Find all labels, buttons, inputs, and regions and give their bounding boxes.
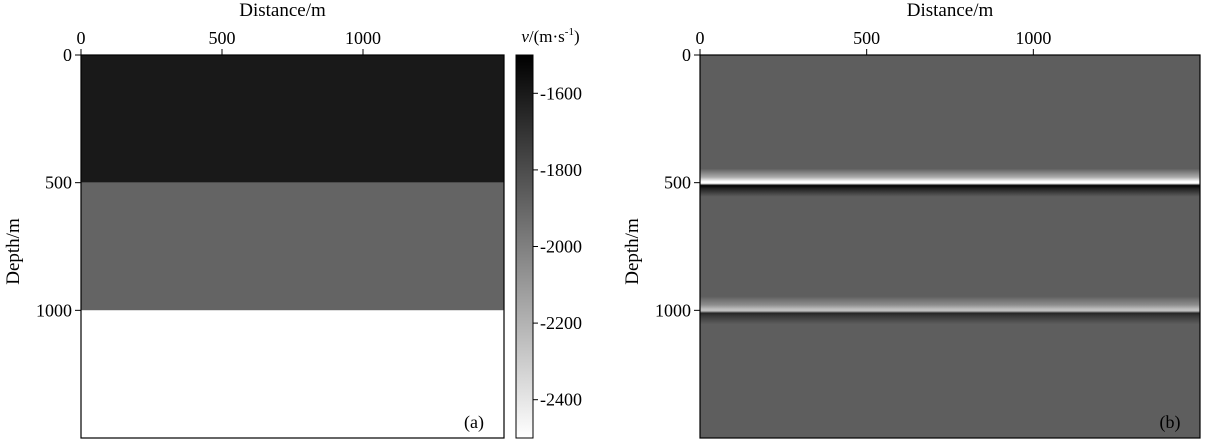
colorbar-gradient [515,54,534,439]
a-y-tick-label: 500 [45,173,72,193]
panel-b-image [700,55,1200,438]
colorbar-tick-label: -2400 [540,390,582,410]
colorbar-title-close: ) [574,27,580,46]
panel-b-label: (b) [1160,412,1181,433]
b-x-tick-label: 500 [853,28,880,48]
panel-a-y-axis-label: Depth/m [3,218,24,285]
b-y-tick-label: 500 [664,173,691,193]
colorbar-title: v/(m·s-1) [521,26,579,46]
a-x-tick-label: 1000 [345,28,381,48]
panel-a-x-axis-label: Distance/m [239,0,326,21]
panel-a-label: (a) [464,412,484,433]
colorbar-tick-label: -2000 [540,237,582,257]
panel-b-frame [699,54,1201,439]
b-y-tick-label: 1000 [655,300,691,320]
b-x-tick-label: 0 [696,28,705,48]
colorbar-tick-label: -1600 [540,83,582,103]
panel-a: 0 500 1000 0 500 1000 Distance/m Depth/m (a) [3,0,505,439]
colorbar-title-sup: -1 [565,26,574,38]
colorbar-title-var: v [521,27,529,46]
b-y-tick-label: 0 [682,45,691,65]
velocity-layer-2 [81,182,504,311]
colorbar: -1600 -1800 -2000 -2200 -2400 v/(m·s-1) [515,26,582,439]
colorbar-tick-label: -2200 [540,313,582,333]
colorbar-tick-label: -1800 [540,160,582,180]
panel-b-y-axis-label: Depth/m [622,218,643,285]
panel-b-x-axis-label: Distance/m [907,0,994,21]
velocity-layer-3 [81,310,504,438]
reflector-2 [700,296,1200,325]
a-x-tick-label: 0 [77,28,86,48]
panel-a-ticks: 0 500 1000 0 500 1000 [36,28,381,320]
b-x-tick-label: 1000 [1015,28,1051,48]
panel-a-image [81,55,504,438]
colorbar-title-unit: /(m·s [529,27,565,46]
colorbar-ticks: -1600 -1800 -2000 -2200 -2400 [533,83,582,410]
panel-b-ticks: 0 500 1000 0 500 1000 [655,28,1051,320]
velocity-layer-1 [81,55,504,183]
panel-a-frame [80,54,505,439]
image-background [700,55,1200,438]
panel-b: 0 500 1000 0 500 1000 Distance/m Depth/m (b) [622,0,1201,439]
a-y-tick-label: 1000 [36,300,72,320]
a-x-tick-label: 500 [209,28,236,48]
a-y-tick-label: 0 [63,45,72,65]
reflector-1 [700,168,1200,197]
